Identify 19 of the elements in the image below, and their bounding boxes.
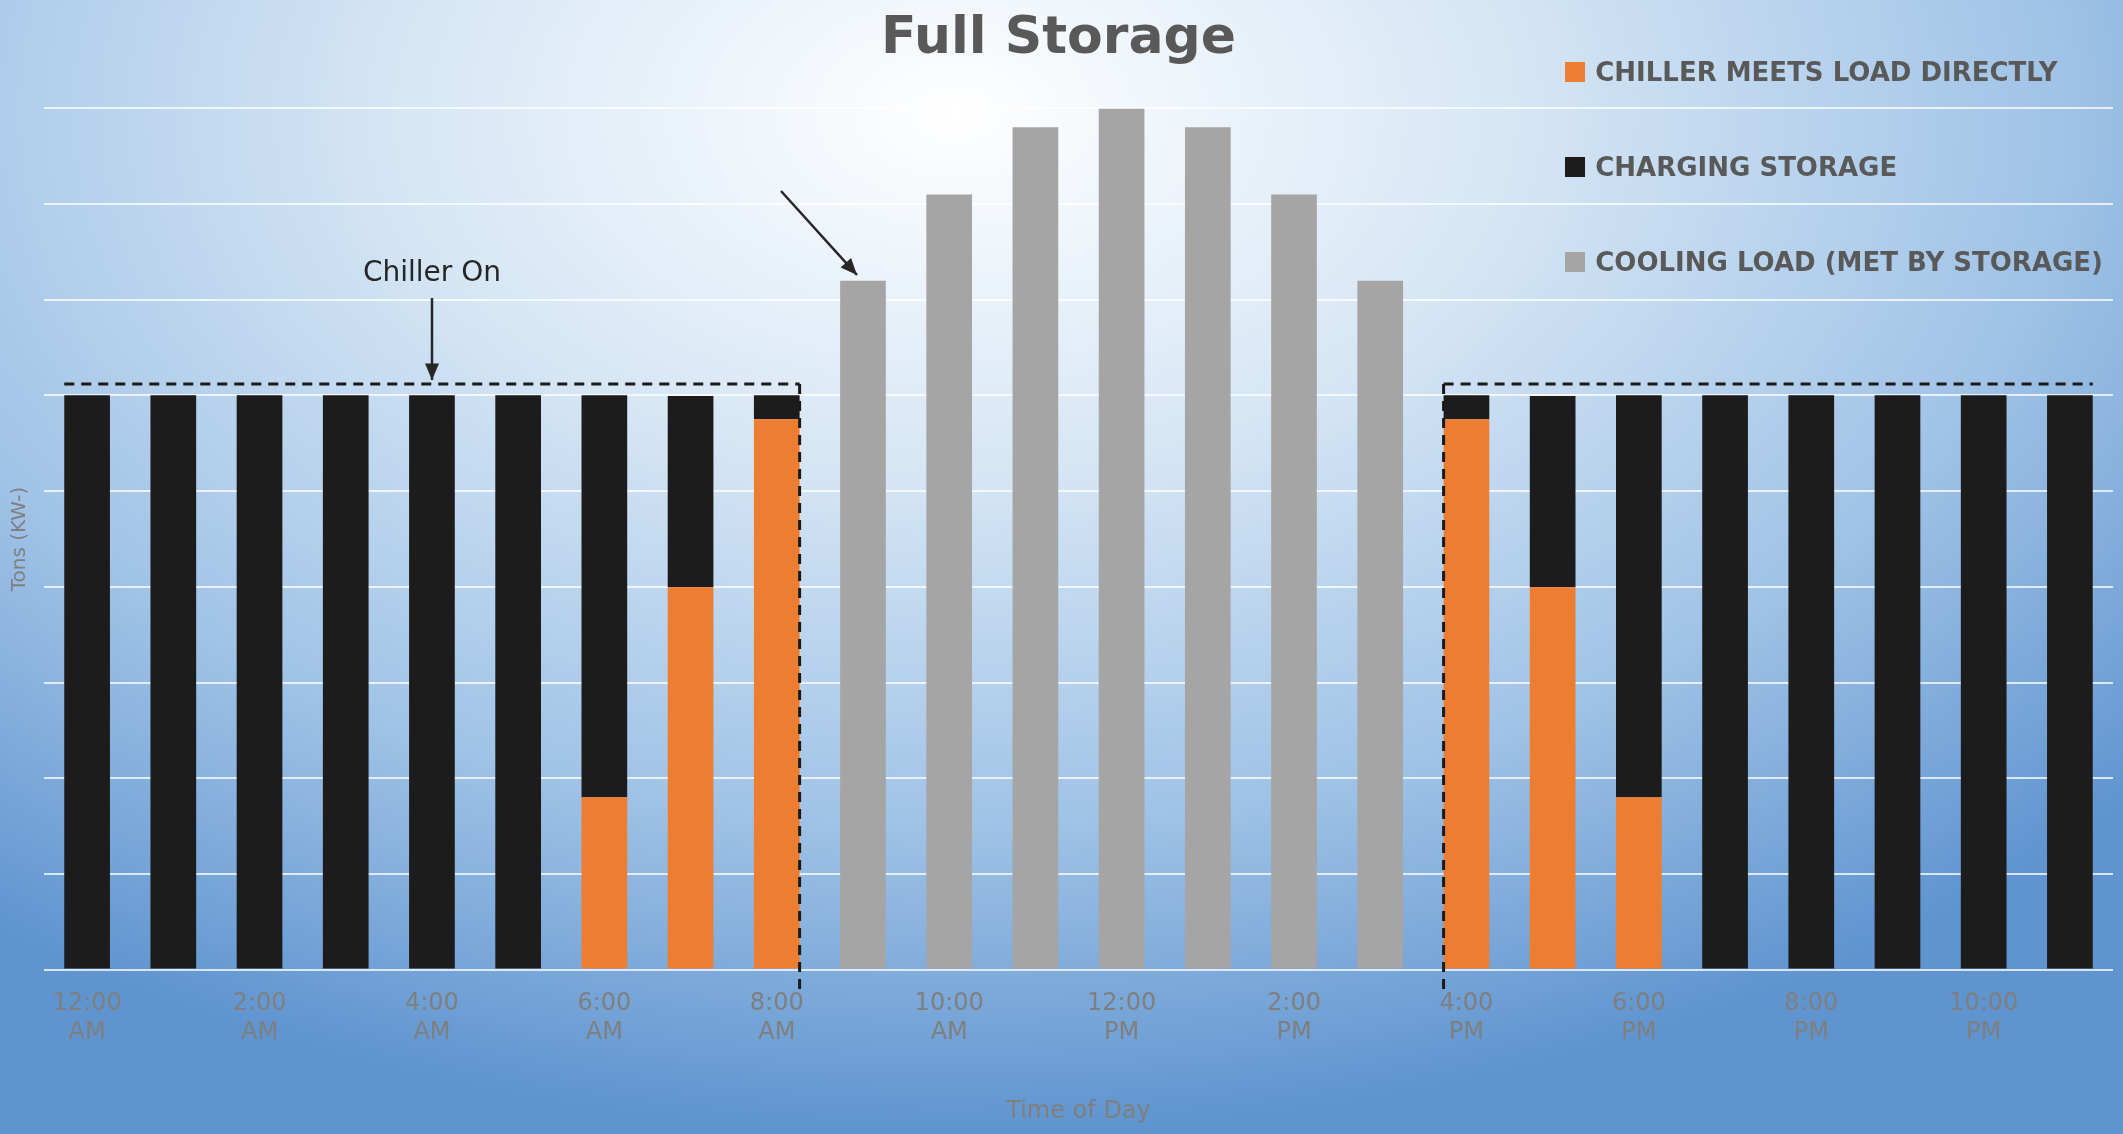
- x-axis-title: Time of Day: [1005, 1095, 1151, 1124]
- legend-label: CHILLER MEETS LOAD DIRECTLY: [1595, 56, 2058, 87]
- x-tick-label: 8:00 PM: [1784, 988, 1839, 1046]
- x-tick-label: 8:00 AM: [749, 988, 804, 1046]
- x-tick-label: 12:00 AM: [52, 988, 122, 1046]
- x-tick-label: 6:00 AM: [577, 988, 632, 1046]
- ref-line-label: Chiller On: [362, 255, 501, 289]
- x-tick-label: 12:00 PM: [1087, 988, 1157, 1046]
- x-tick-label: 10:00 PM: [1949, 988, 2019, 1046]
- chart-title: Full Storage: [881, 4, 1236, 65]
- x-tick-label: 4:00 AM: [404, 988, 459, 1046]
- x-tick-label: 10:00 AM: [914, 988, 984, 1046]
- x-tick-label: 4:00 PM: [1439, 988, 1494, 1046]
- y-axis-title: Tons (KW-): [6, 486, 31, 593]
- x-tick-label: 6:00 PM: [1611, 988, 1666, 1046]
- x-tick-label: 2:00 PM: [1267, 988, 1321, 1046]
- legend-label: COOLING LOAD (MET BY STORAGE): [1595, 246, 2103, 277]
- legend-label: CHARGING STORAGE: [1595, 151, 1898, 182]
- x-tick-label: 2:00 AM: [232, 988, 287, 1046]
